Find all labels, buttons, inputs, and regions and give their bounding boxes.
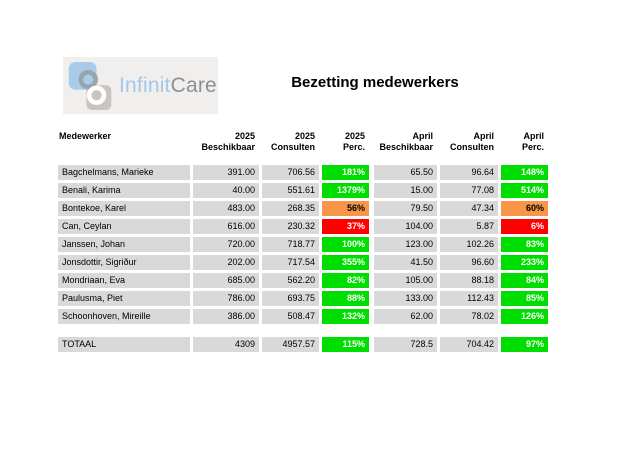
cell-april-beschikbaar: 133.00 (374, 291, 437, 306)
cell-2025-perc-badge: 56% (322, 201, 369, 216)
table-row: Jonsdottir, Sigriður 202.00 717.54 355% … (58, 255, 548, 270)
header-april-consulten: April Consulten (450, 131, 494, 152)
cell-2025-beschikbaar: 685.00 (193, 273, 259, 288)
cell-2025-beschikbaar: 202.00 (193, 255, 259, 270)
cell-2025-consulten: 693.75 (262, 291, 319, 306)
cell-april-perc-badge: 148% (501, 165, 548, 180)
cell-total-april-consulten: 704.42 (440, 337, 498, 352)
table-row: Janssen, Johan 720.00 718.77 100% 123.00… (58, 237, 548, 252)
cell-april-perc-badge: 85% (501, 291, 548, 306)
cell-medewerker: Janssen, Johan (58, 237, 190, 252)
cell-april-beschikbaar: 104.00 (374, 219, 437, 234)
cell-2025-beschikbaar: 616.00 (193, 219, 259, 234)
cell-total-april-beschikbaar: 728.5 (374, 337, 437, 352)
cell-april-perc-badge: 60% (501, 201, 548, 216)
table-total-row: TOTAAL 4309 4957.57 115% 728.5 704.42 97… (58, 337, 548, 352)
cell-medewerker: Mondriaan, Eva (58, 273, 190, 288)
table-row: Paulusma, Piet 786.00 693.75 88% 133.00 … (58, 291, 548, 306)
cell-total-2025-consulten: 4957.57 (262, 337, 319, 352)
cell-2025-beschikbaar: 483.00 (193, 201, 259, 216)
cell-april-perc-badge: 84% (501, 273, 548, 288)
header-april-perc: April Perc. (521, 131, 544, 152)
cell-april-consulten: 96.60 (440, 255, 498, 270)
cell-2025-consulten: 562.20 (262, 273, 319, 288)
cell-april-beschikbaar: 15.00 (374, 183, 437, 198)
cell-2025-consulten: 717.54 (262, 255, 319, 270)
cell-2025-consulten: 706.56 (262, 165, 319, 180)
cell-april-consulten: 5.87 (440, 219, 498, 234)
cell-medewerker: Bagchelmans, Marieke (58, 165, 190, 180)
cell-total-label: TOTAAL (58, 337, 190, 352)
cell-medewerker: Paulusma, Piet (58, 291, 190, 306)
cell-april-consulten: 78.02 (440, 309, 498, 324)
cell-april-beschikbaar: 62.00 (374, 309, 437, 324)
cell-2025-perc-badge: 181% (322, 165, 369, 180)
table-header-row: Medewerker 2025 Beschikbaar 2025 Consulten… (58, 131, 548, 153)
cell-april-consulten: 96.64 (440, 165, 498, 180)
cell-total-april-perc-badge: 97% (501, 337, 548, 352)
cell-2025-consulten: 230.32 (262, 219, 319, 234)
cell-april-consulten: 88.18 (440, 273, 498, 288)
cell-total-2025-beschikbaar: 4309 (193, 337, 259, 352)
cell-2025-perc-badge: 37% (322, 219, 369, 234)
cell-2025-consulten: 551.61 (262, 183, 319, 198)
cell-2025-perc-badge: 100% (322, 237, 369, 252)
cell-medewerker: Jonsdottir, Sigriður (58, 255, 190, 270)
table-row: Bagchelmans, Marieke 391.00 706.56 181% … (58, 165, 548, 180)
cell-april-consulten: 102.26 (440, 237, 498, 252)
cell-2025-beschikbaar: 386.00 (193, 309, 259, 324)
header-2025-consulten: 2025 Consulten (271, 131, 315, 152)
cell-april-perc-badge: 6% (501, 219, 548, 234)
cell-april-perc-badge: 514% (501, 183, 548, 198)
cell-april-beschikbaar: 105.00 (374, 273, 437, 288)
cell-2025-beschikbaar: 720.00 (193, 237, 259, 252)
cell-2025-consulten: 508.47 (262, 309, 319, 324)
cell-april-consulten: 112.43 (440, 291, 498, 306)
table-row: Schoonhoven, Mireille 386.00 508.47 132%… (58, 309, 548, 324)
header-medewerker: Medewerker (59, 131, 112, 141)
cell-april-consulten: 47.34 (440, 201, 498, 216)
cell-2025-perc-badge: 355% (322, 255, 369, 270)
cell-2025-consulten: 718.77 (262, 237, 319, 252)
cell-medewerker: Bontekoe, Karel (58, 201, 190, 216)
cell-2025-perc-badge: 82% (322, 273, 369, 288)
cell-2025-beschikbaar: 40.00 (193, 183, 259, 198)
cell-april-beschikbaar: 79.50 (374, 201, 437, 216)
cell-april-beschikbaar: 41.50 (374, 255, 437, 270)
cell-total-2025-perc-badge: 115% (322, 337, 369, 352)
cell-medewerker: Schoonhoven, Mireille (58, 309, 190, 324)
header-2025-beschikbaar: 2025 Beschikbaar (201, 131, 255, 152)
cell-april-perc-badge: 83% (501, 237, 548, 252)
company-logo: InfinitCare (63, 57, 218, 114)
cell-april-consulten: 77.08 (440, 183, 498, 198)
cell-april-perc-badge: 126% (501, 309, 548, 324)
cell-april-perc-badge: 233% (501, 255, 548, 270)
table-row: Benali, Karima 40.00 551.61 1379% 15.00 … (58, 183, 548, 198)
cell-2025-beschikbaar: 786.00 (193, 291, 259, 306)
brand-name: InfinitCare (119, 74, 217, 98)
table-row: Bontekoe, Karel 483.00 268.35 56% 79.50 … (58, 201, 548, 216)
bezetting-table: Medewerker 2025 Beschikbaar 2025 Consulten… (58, 131, 548, 352)
cell-2025-perc-badge: 1379% (322, 183, 369, 198)
cell-medewerker: Can, Ceylan (58, 219, 190, 234)
table-row: Can, Ceylan 616.00 230.32 37% 104.00 5.8… (58, 219, 548, 234)
page-title: Bezetting medewerkers (291, 74, 459, 91)
cell-april-beschikbaar: 65.50 (374, 165, 437, 180)
header-2025-perc: 2025 Perc. (342, 131, 365, 152)
table-row: Mondriaan, Eva 685.00 562.20 82% 105.00 … (58, 273, 548, 288)
cell-2025-perc-badge: 88% (322, 291, 369, 306)
infinitcare-logo-icon (68, 61, 112, 110)
brand-name-primary: Infinit (119, 73, 171, 97)
cell-2025-beschikbaar: 391.00 (193, 165, 259, 180)
cell-2025-perc-badge: 132% (322, 309, 369, 324)
brand-name-secondary: Care (170, 73, 217, 97)
header-april-beschikbaar: April Beschikbaar (379, 131, 433, 152)
cell-2025-consulten: 268.35 (262, 201, 319, 216)
cell-medewerker: Benali, Karima (58, 183, 190, 198)
cell-april-beschikbaar: 123.00 (374, 237, 437, 252)
